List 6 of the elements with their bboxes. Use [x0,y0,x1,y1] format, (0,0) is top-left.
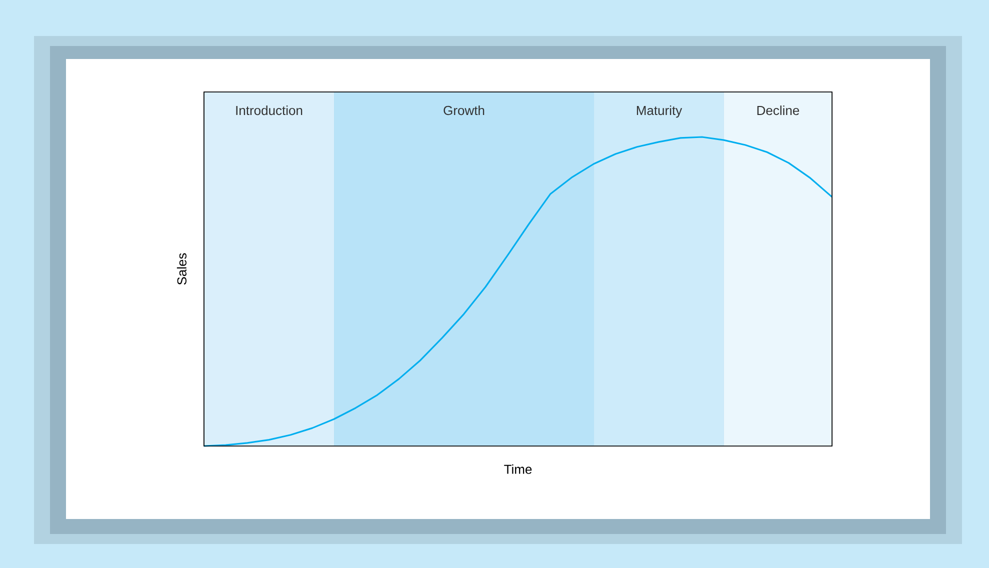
text: Maturity [636,106,682,118]
y-axis-title: Sales [176,253,186,285]
text: Decline [757,106,800,116]
text: Growth [444,106,484,116]
text: Introduction [236,106,302,116]
x-axis-title: Time [504,464,532,474]
